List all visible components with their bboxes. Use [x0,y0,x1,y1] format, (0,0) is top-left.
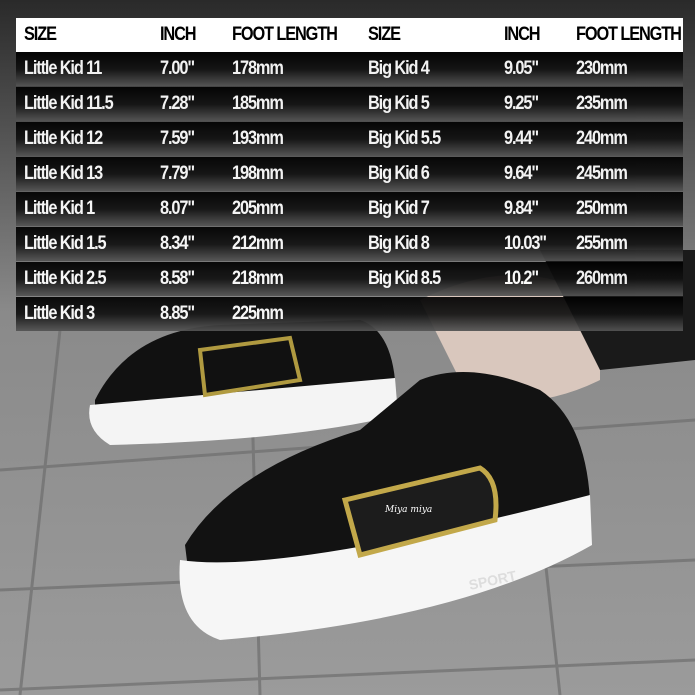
column-header: INCH [504,24,541,45]
size-cell: Little Kid 12 [24,128,103,149]
size-cell: 7.59" [160,128,195,149]
size-cell: Little Kid 11 [24,58,102,79]
size-cell: 7.00" [160,58,195,79]
size-cell: 10.03" [504,233,547,254]
size-row: Little Kid 3 8.85" 225mm [16,297,683,331]
size-cell: 240mm [576,128,628,149]
size-cell: 245mm [576,163,628,184]
size-cell: Little Kid 1.5 [24,233,107,254]
size-cell: 9.64" [504,163,539,184]
size-cell: Big Kid 4 [368,58,430,79]
shoe-front: Miya miya SPORT [179,372,592,640]
size-cell: Big Kid 7 [368,198,430,219]
size-cell: Little Kid 2.5 [24,268,107,289]
size-cell: Big Kid 8.5 [368,268,441,289]
size-cell: 193mm [232,128,284,149]
size-cell: 7.28" [160,93,195,114]
brand-logo: Miya miya [384,505,432,515]
size-cell: Big Kid 8 [368,233,430,254]
size-cell: 10.2" [504,268,539,289]
size-cell: 8.34" [160,233,195,254]
size-cell: 9.44" [504,128,539,149]
column-header: SIZE [24,24,57,45]
size-chart: SIZE INCH FOOT LENGTH SIZE INCH FOOT LEN… [16,18,683,332]
column-header: SIZE [368,24,401,45]
size-cell: 8.85" [160,303,195,324]
size-cell: 212mm [232,233,284,254]
size-cell: Little Kid 1 [24,198,95,219]
size-chart-header: SIZE INCH FOOT LENGTH SIZE INCH FOOT LEN… [16,18,683,52]
size-cell: Little Kid 13 [24,163,103,184]
size-cell: Little Kid 3 [24,303,95,324]
size-row: Little Kid 11 7.00" 178mm Big Kid 4 9.05" 230… [16,52,683,86]
size-row: Little Kid 11.5 7.28" 185mm Big Kid 5 9.25" 2… [16,87,683,121]
size-cell: Big Kid 6 [368,163,430,184]
size-cell: Little Kid 11.5 [24,93,114,114]
size-row: Little Kid 1 8.07" 205mm Big Kid 7 9.84" 250m… [16,192,683,226]
size-cell: 178mm [232,58,284,79]
size-cell: 225mm [232,303,284,324]
size-cell: 230mm [576,58,628,79]
size-cell: 8.58" [160,268,195,289]
size-row: Little Kid 2.5 8.58" 218mm Big Kid 8.5 10.2"… [16,262,683,296]
size-row: Little Kid 1.5 8.34" 212mm Big Kid 8 10.03" 2… [16,227,683,261]
size-cell: 235mm [576,93,628,114]
column-header: FOOT LENGTH [232,24,338,45]
size-cell: 205mm [232,198,284,219]
size-cell: 9.25" [504,93,539,114]
column-header: FOOT LENGTH [576,24,682,45]
size-cell: 9.05" [504,58,539,79]
shoe-back [89,320,398,445]
size-cell: 9.84" [504,198,539,219]
size-cell: 198mm [232,163,284,184]
size-cell: Big Kid 5 [368,93,430,114]
size-cell: 255mm [576,233,628,254]
column-header: INCH [160,24,197,45]
size-cell: 250mm [576,198,628,219]
size-cell: 185mm [232,93,284,114]
size-cell: 260mm [576,268,628,289]
size-cell: 8.07" [160,198,195,219]
size-row: Little Kid 13 7.79" 198mm Big Kid 6 9.64" 245… [16,157,683,191]
size-row: Little Kid 12 7.59" 193mm Big Kid 5.5 9.44" 2… [16,122,683,156]
size-cell: 218mm [232,268,284,289]
size-cell: 7.79" [160,163,195,184]
size-cell: Big Kid 5.5 [368,128,441,149]
